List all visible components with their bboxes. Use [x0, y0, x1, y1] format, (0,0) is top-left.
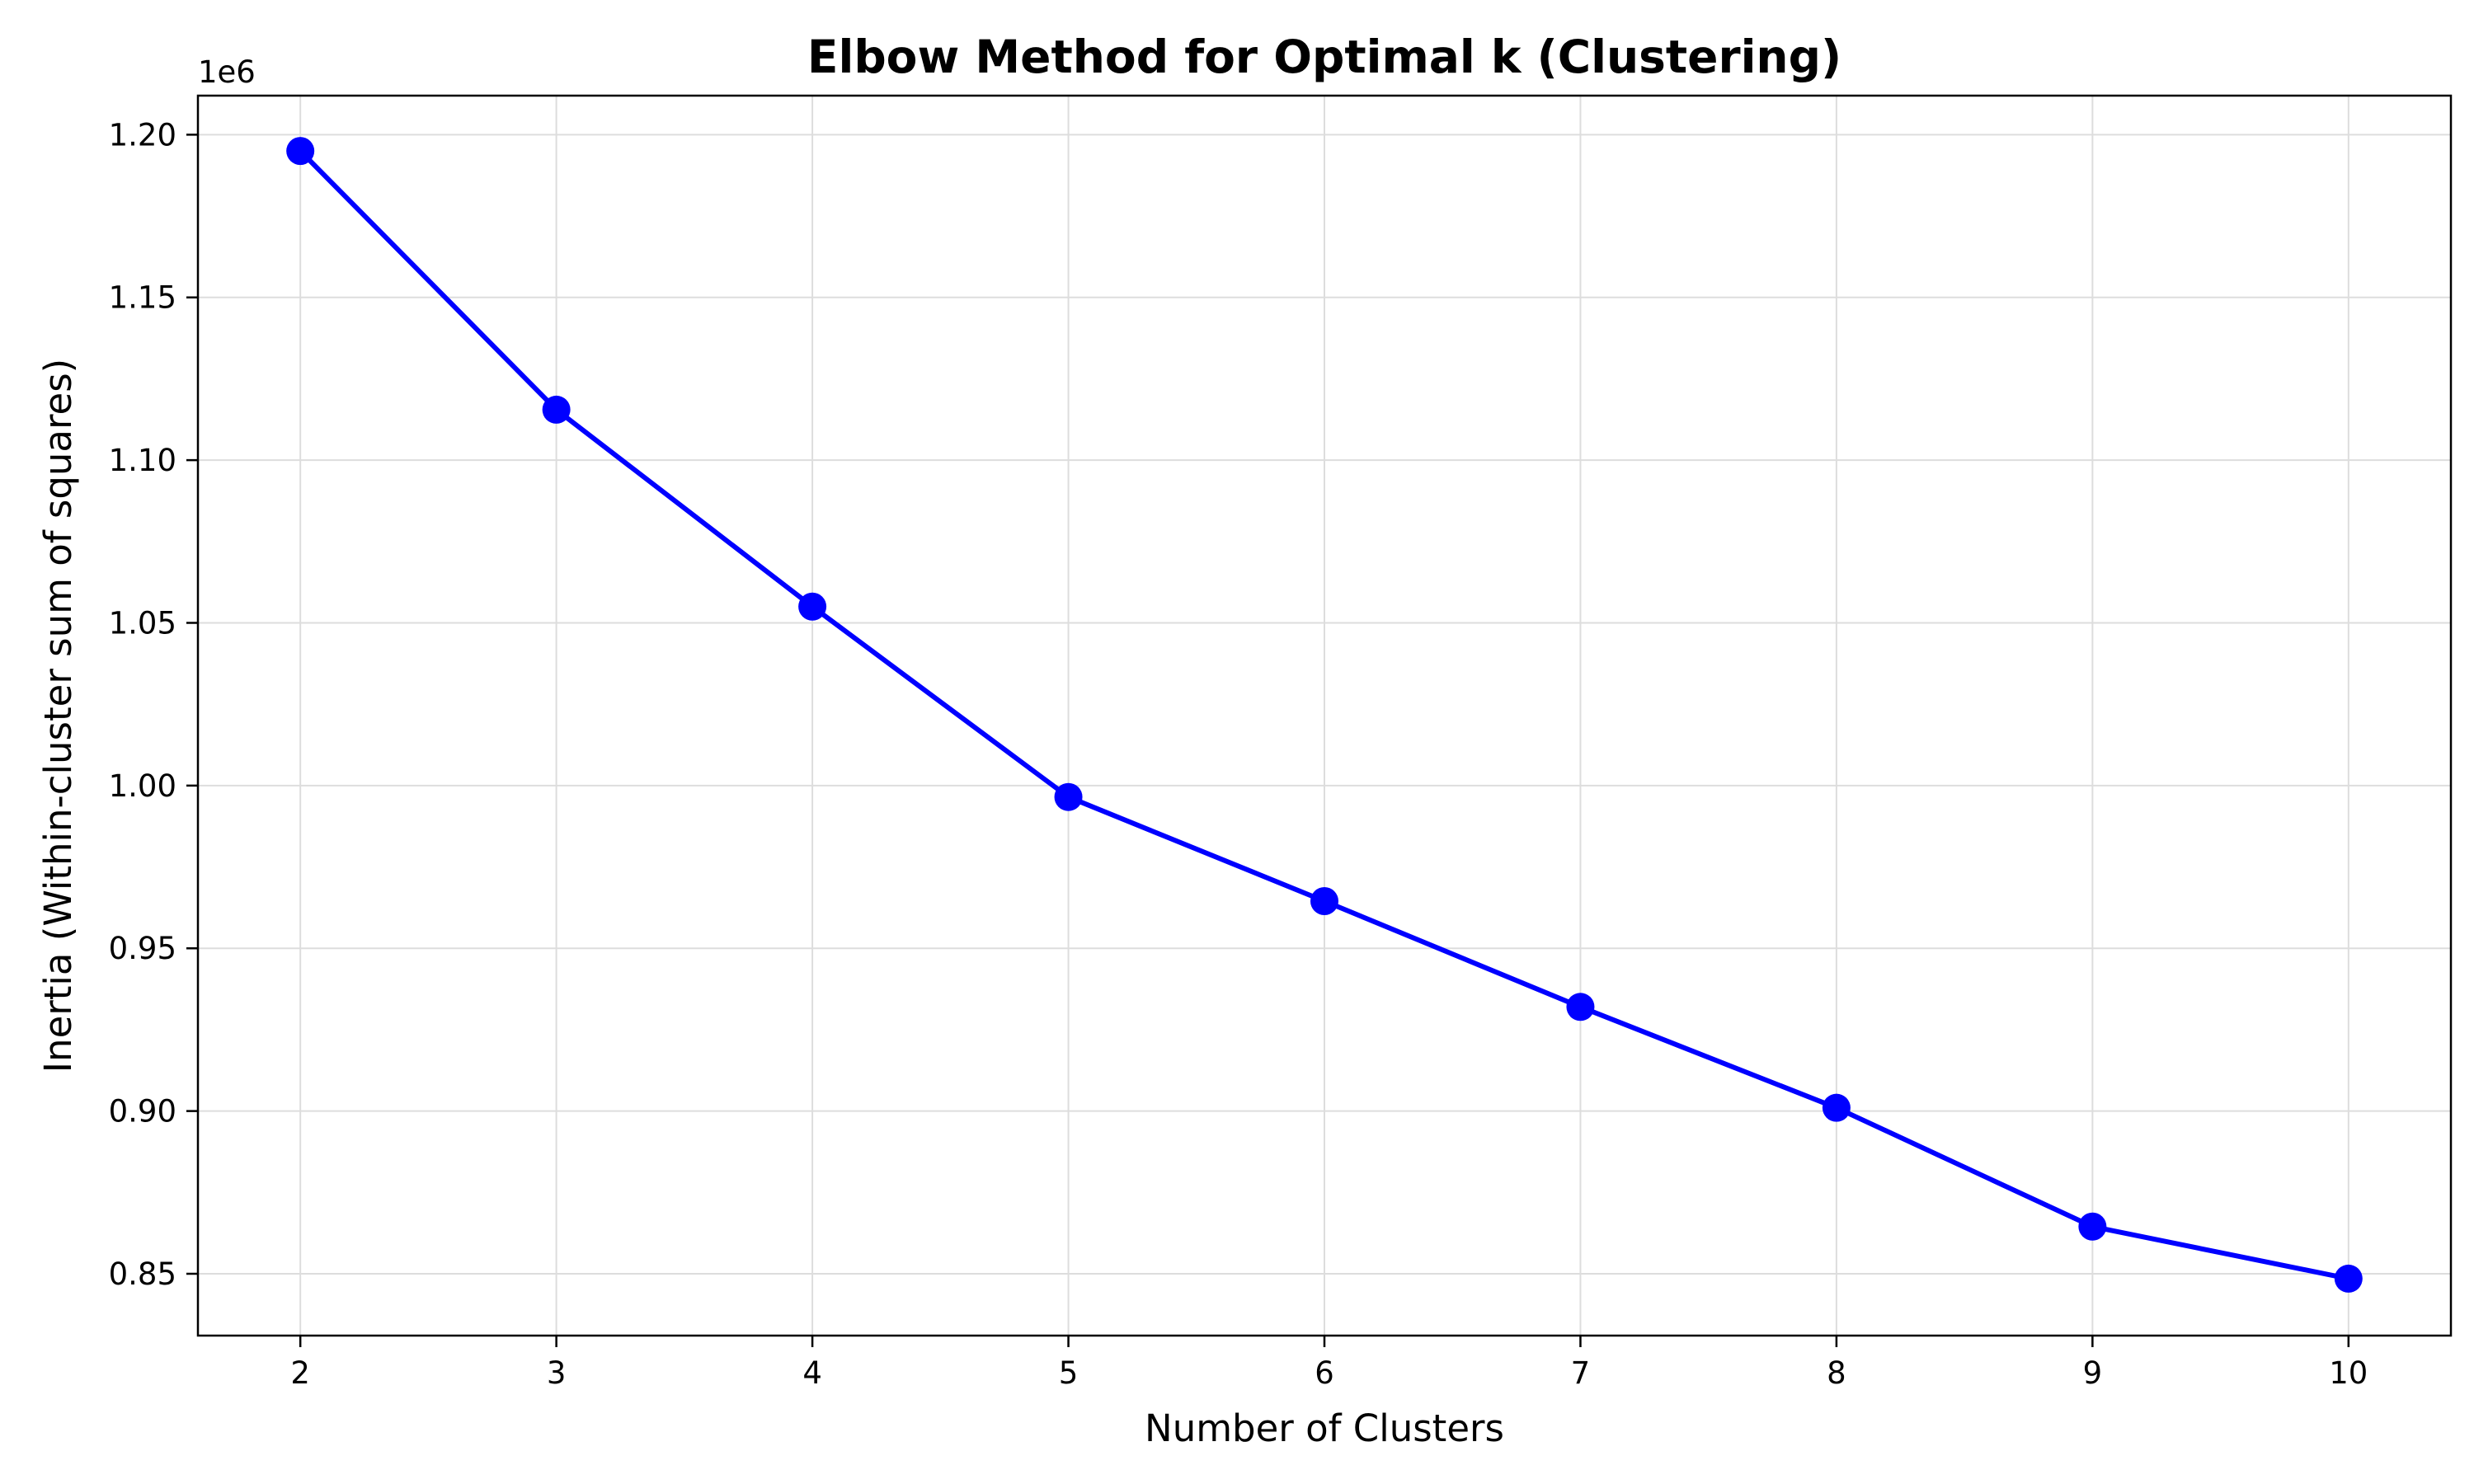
x-tick-label: 9: [2083, 1355, 2103, 1391]
y-tick-label: 1.00: [109, 768, 176, 804]
data-point: [1310, 887, 1338, 916]
data-point: [2334, 1264, 2363, 1293]
data-point: [798, 592, 827, 621]
y-axis-offset-label: 1e6: [198, 54, 256, 90]
data-point: [1566, 993, 1595, 1021]
x-tick-label: 3: [547, 1355, 567, 1391]
y-axis-ticks: 0.85 0.90 0.95 1.00 1.05 1.10 1.15 1.20: [109, 117, 198, 1292]
grid-layer: [198, 96, 2451, 1336]
chart-title: Elbow Method for Optimal k (Clustering): [807, 31, 1841, 83]
x-tick-label: 4: [802, 1355, 822, 1391]
y-tick-label: 0.95: [109, 931, 176, 966]
data-point-layer: [286, 137, 2363, 1293]
data-point: [542, 395, 571, 424]
x-tick-label: 6: [1315, 1355, 1334, 1391]
y-tick-label: 0.90: [109, 1094, 176, 1129]
x-tick-label: 7: [1571, 1355, 1591, 1391]
y-axis-label: Inertia (Within-cluster sum of squares): [36, 359, 80, 1073]
x-axis-label: Number of Clusters: [1145, 1407, 1504, 1450]
data-point: [1822, 1093, 1851, 1122]
x-axis-ticks: 2 3 4 5 6 7 8 9 10: [290, 1336, 2368, 1391]
x-tick-label: 5: [1059, 1355, 1079, 1391]
data-point: [1054, 782, 1083, 811]
y-tick-label: 1.10: [109, 443, 176, 478]
x-tick-label: 8: [1827, 1355, 1846, 1391]
x-tick-label: 2: [290, 1355, 310, 1391]
y-tick-label: 1.05: [109, 605, 176, 641]
y-tick-label: 0.85: [109, 1256, 176, 1292]
y-tick-label: 1.20: [109, 117, 176, 153]
x-tick-label: 10: [2329, 1355, 2368, 1391]
y-tick-label: 1.15: [109, 280, 176, 316]
data-point: [286, 137, 315, 166]
data-point: [2078, 1212, 2107, 1241]
